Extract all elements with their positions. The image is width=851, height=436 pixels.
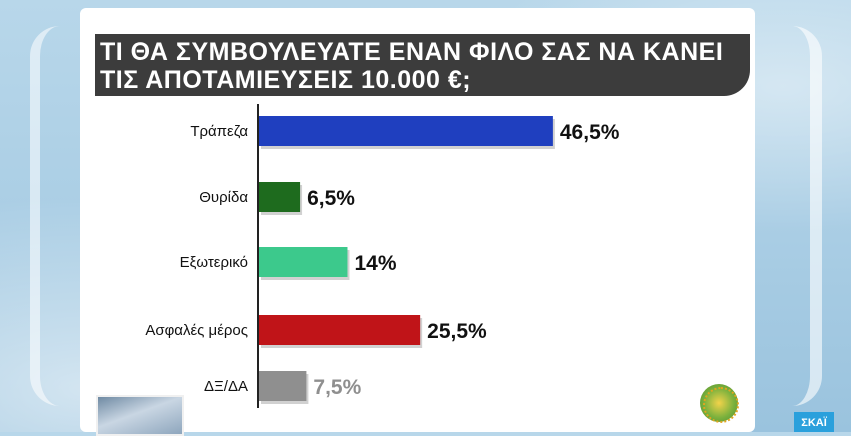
value-label-3: 25,5%	[427, 320, 487, 343]
value-label-1: 6,5%	[307, 187, 355, 210]
pollster-logo-icon	[700, 384, 739, 423]
bar-4	[259, 371, 307, 401]
value-label-0: 46,5%	[560, 121, 620, 144]
category-label-3: Ασφαλές μέρος	[145, 322, 248, 339]
category-label-0: Τράπεζα	[190, 123, 248, 140]
channel-logo: ΣΚΑΪ	[794, 412, 834, 432]
category-label-1: Θυρίδα	[199, 189, 248, 206]
bar-0	[259, 116, 553, 146]
decorative-frame-right	[750, 26, 822, 406]
category-label-2: Εξωτερικό	[180, 254, 248, 271]
value-label-4: 7,5%	[313, 376, 361, 399]
bar-1	[259, 182, 301, 212]
title-bar	[95, 34, 750, 96]
chart-title-line-1: ΤΙ ΘΑ ΣΥΜΒΟΥΛΕΥΑΤΕ ΕΝΑΝ ΦΙΛΟ ΣΑΣ ΝΑ ΚΑΝΕ…	[100, 38, 724, 66]
decorative-frame-left	[30, 26, 100, 406]
value-label-2: 14%	[354, 252, 396, 275]
chart-title-line-2: ΤΙΣ ΑΠΟΤΑΜΙΕΥΣΕΙΣ 10.000 €;	[100, 66, 472, 94]
decorative-corner-image	[96, 395, 184, 436]
bar-3	[259, 315, 421, 345]
bar-2	[259, 247, 348, 277]
category-label-4: ΔΞ/ΔΑ	[204, 378, 248, 395]
